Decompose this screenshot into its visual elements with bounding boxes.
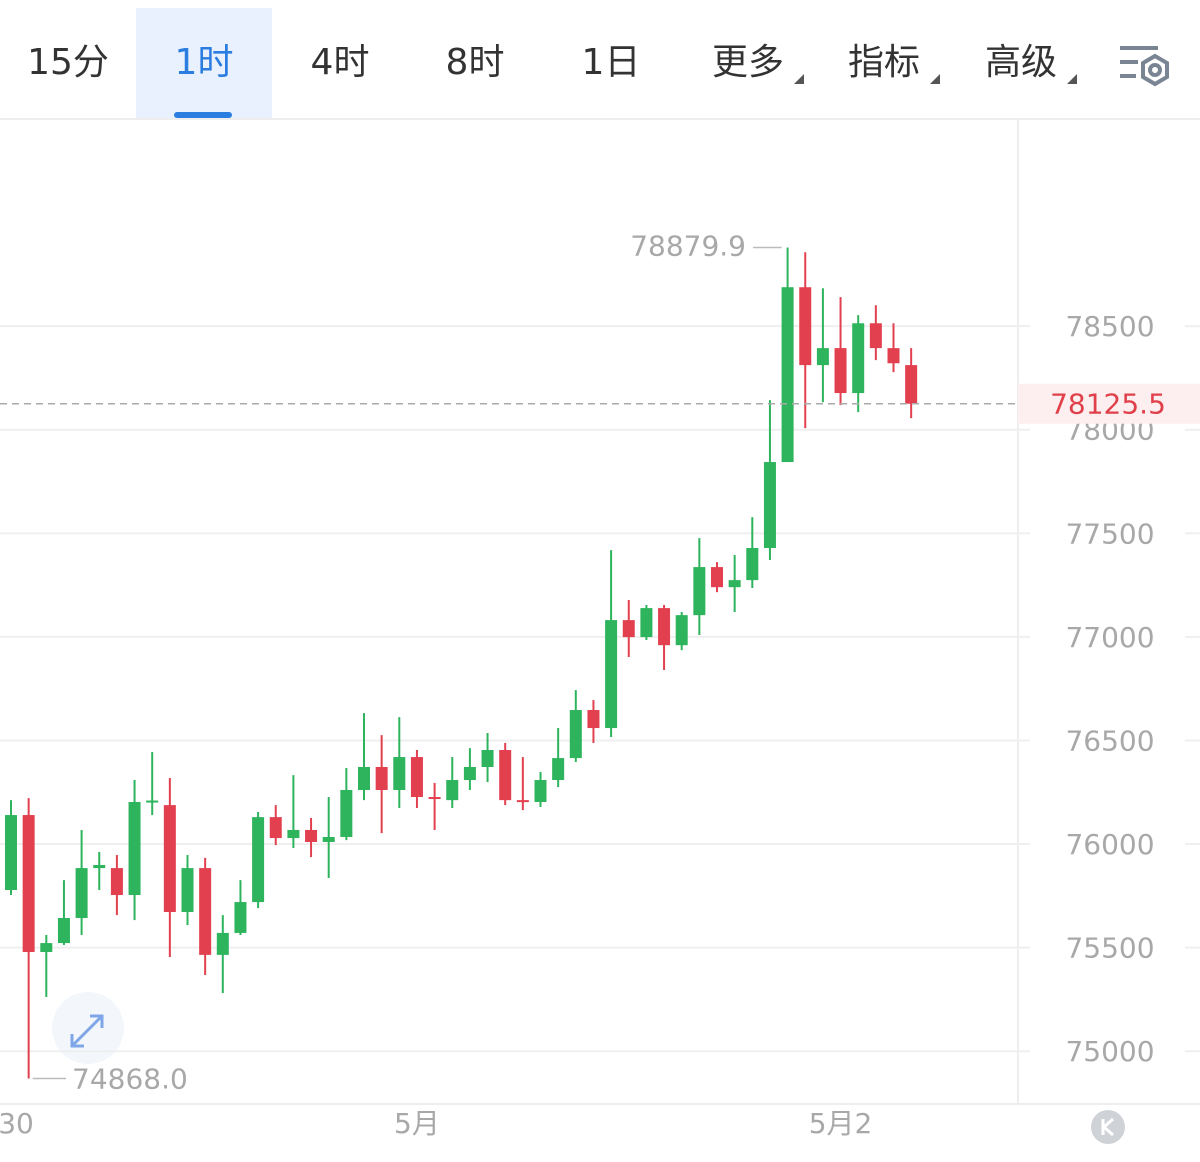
candle-body (605, 620, 618, 729)
x-tick-label: 30 (0, 1107, 34, 1140)
candle-body (93, 864, 106, 869)
candle-body (322, 837, 335, 842)
tab[interactable]: 4时 (311, 42, 370, 83)
active-tab-underline (174, 112, 232, 118)
candle-body (675, 615, 688, 646)
high-marker-label: 78879.9 (630, 229, 746, 262)
candle-body (287, 829, 300, 839)
y-tick-label: 75500 (1065, 932, 1154, 965)
candle-body (75, 868, 88, 919)
tab[interactable]: 8时 (446, 42, 505, 83)
y-tick-label: 77500 (1065, 517, 1154, 550)
candle-body (622, 620, 635, 638)
candle-body (834, 348, 847, 394)
candle-body (905, 365, 918, 404)
candle-body (463, 766, 476, 781)
candle-body (446, 780, 459, 801)
candle-body (799, 287, 812, 366)
candle-body (763, 462, 776, 549)
candle-body (816, 348, 829, 366)
candle-body (163, 805, 176, 913)
candle-body (410, 757, 423, 798)
active-tab-bg (136, 8, 272, 118)
dropdown-triangle (930, 74, 940, 84)
candle-body (481, 750, 494, 767)
candle-body (305, 829, 318, 842)
expand-button[interactable] (52, 992, 124, 1064)
candle-body (693, 567, 706, 616)
candle-body (516, 800, 529, 803)
tab[interactable]: 1时 (175, 42, 234, 83)
y-tick-label: 76000 (1065, 828, 1154, 861)
candle-body (728, 580, 741, 588)
y-tick-label: 77000 (1065, 621, 1154, 654)
dropdown-triangle (794, 74, 804, 84)
candle-body (199, 868, 212, 955)
y-tick-label: 76500 (1065, 724, 1154, 757)
candle-body (869, 323, 882, 349)
low-marker-label: 74868.0 (72, 1063, 188, 1096)
candle-body (852, 323, 865, 394)
candle-body (746, 548, 759, 581)
candle-body (887, 348, 900, 364)
y-tick-label: 78500 (1065, 310, 1154, 343)
candle-body (216, 932, 229, 955)
tab[interactable]: 指标 (848, 42, 920, 83)
tab[interactable]: 15分 (27, 42, 109, 83)
y-tick-label: 75000 (1065, 1035, 1154, 1068)
candle-body (110, 868, 123, 896)
settings-icon[interactable] (1120, 46, 1169, 87)
candle-body (640, 608, 653, 638)
tab[interactable]: 更多 (712, 42, 784, 83)
last-price-box (1018, 383, 1200, 424)
candle-body (499, 750, 512, 801)
candle-body (781, 287, 794, 463)
candle-body (252, 817, 265, 903)
candle-body (428, 797, 441, 800)
k-badge[interactable] (1091, 1110, 1125, 1144)
candle-body (569, 710, 582, 759)
x-tick-label: 5月 (394, 1107, 440, 1140)
x-tick-label: 5月2 (809, 1107, 873, 1140)
tab[interactable]: 高级 (985, 42, 1057, 83)
candle-body (552, 758, 565, 781)
candle-body (269, 817, 282, 839)
tab[interactable]: 1日 (582, 42, 641, 83)
candle-body (375, 766, 388, 790)
candle-body (658, 608, 671, 646)
candle-body (181, 868, 194, 913)
candle-body (587, 710, 600, 729)
candle-body (393, 757, 406, 790)
last-price-label: 78125.5 (1050, 388, 1166, 421)
dropdown-triangle (1067, 74, 1077, 84)
candle-body (40, 943, 53, 952)
candle-body (5, 815, 17, 891)
candle-body (711, 567, 723, 588)
candle-body (234, 902, 247, 933)
candle-body (128, 801, 141, 896)
candle-body (146, 800, 159, 803)
candle-body (340, 789, 353, 838)
candle-body (534, 780, 547, 802)
candle-body (358, 766, 370, 790)
candle-body (57, 918, 70, 944)
candle-body (22, 815, 35, 952)
